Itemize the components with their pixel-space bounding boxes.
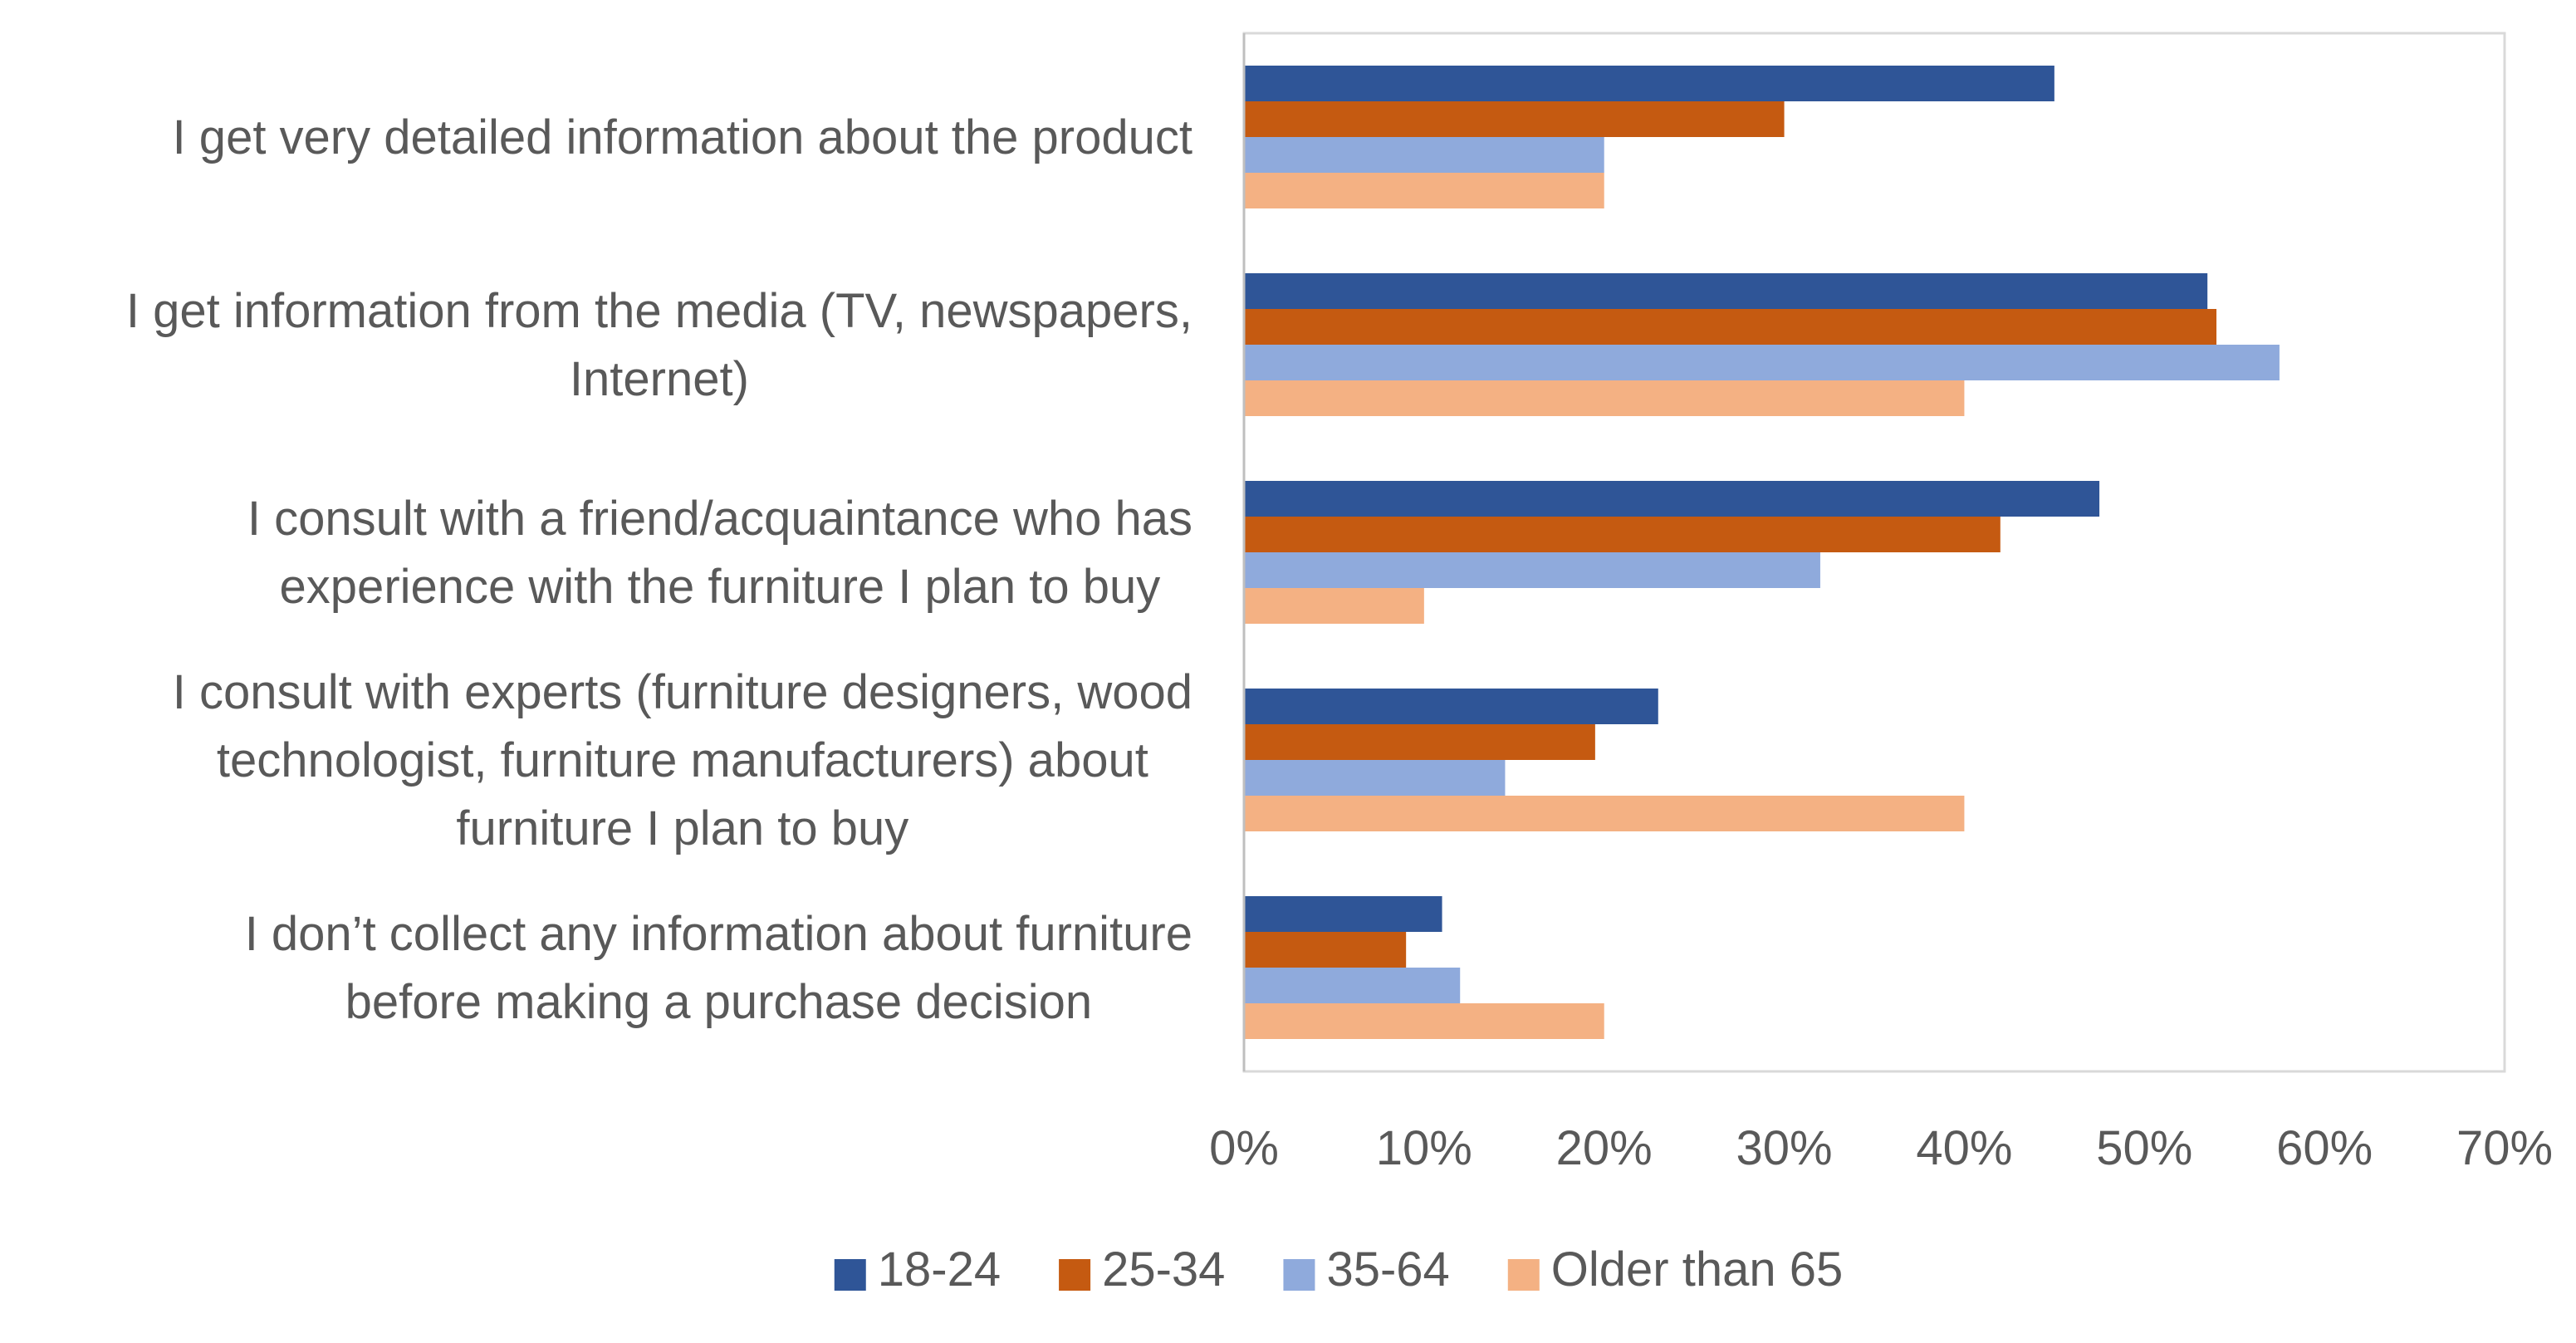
- bar-older-than-65-cat-1: [1244, 173, 1604, 208]
- legend-swatch: [1059, 1259, 1091, 1291]
- category-label-line: I get very detailed information about th…: [173, 110, 1193, 164]
- bar-18-24-cat-3: [1244, 481, 2100, 517]
- legend: 18-24 25-34 35-64 Older than 65: [834, 1243, 1843, 1296]
- bar-25-34-cat-5: [1244, 932, 1407, 968]
- bar-25-34-cat-4: [1244, 724, 1595, 760]
- legend-label: 25-34: [1102, 1243, 1225, 1296]
- bar-18-24-cat-4: [1244, 689, 1658, 724]
- legend-label: 18-24: [878, 1243, 1001, 1296]
- x-tick-label: 60%: [2276, 1121, 2373, 1175]
- bar-35-64-cat-3: [1244, 552, 1820, 588]
- bar-18-24-cat-1: [1244, 66, 2054, 101]
- legend-swatch: [1507, 1259, 1540, 1291]
- bar-18-24-cat-2: [1244, 273, 2208, 309]
- x-tick-label: 40%: [1916, 1121, 2012, 1175]
- x-tick-label: 10%: [1376, 1121, 1472, 1175]
- category-label-line: I consult with experts (furniture design…: [173, 665, 1193, 719]
- bar-older-than-65-cat-3: [1244, 588, 1424, 624]
- x-tick-label: 50%: [2096, 1121, 2192, 1175]
- category-label-4: I consult with experts (furniture design…: [173, 665, 1193, 855]
- bars: [1244, 66, 2280, 1039]
- category-label-line: I consult with a friend/acquaintance who…: [247, 492, 1193, 546]
- bar-18-24-cat-5: [1244, 896, 1442, 932]
- legend-swatch: [834, 1259, 866, 1291]
- bar-older-than-65-cat-4: [1244, 796, 1965, 831]
- category-label-line: Internet): [570, 352, 749, 406]
- category-label-line: experience with the furniture I plan to …: [280, 560, 1161, 614]
- category-label-line: I don’t collect any information about fu…: [245, 907, 1193, 961]
- bar-35-64-cat-4: [1244, 760, 1506, 796]
- x-tick-label: 0%: [1209, 1121, 1279, 1175]
- bar-older-than-65-cat-2: [1244, 380, 1965, 416]
- category-label-5: I don’t collect any information about fu…: [245, 907, 1193, 1029]
- category-label-line: technologist, furniture manufacturers) a…: [217, 733, 1148, 787]
- legend-item-25-34: 25-34: [1059, 1243, 1225, 1296]
- legend-item-18-24: 18-24: [834, 1243, 1001, 1296]
- bar-35-64-cat-2: [1244, 345, 2280, 380]
- category-label-2: I get information from the media (TV, ne…: [126, 284, 1193, 406]
- category-label-line: I get information from the media (TV, ne…: [126, 284, 1193, 338]
- category-label-line: before making a purchase decision: [345, 975, 1093, 1029]
- bar-older-than-65-cat-5: [1244, 1003, 1604, 1039]
- category-label-line: furniture I plan to buy: [456, 801, 908, 855]
- x-tick-label: 30%: [1736, 1121, 1833, 1175]
- category-label-3: I consult with a friend/acquaintance who…: [247, 492, 1193, 614]
- bar-25-34-cat-2: [1244, 309, 2217, 345]
- category-labels: I get very detailed information about th…: [126, 110, 1193, 1029]
- legend-label: 35-64: [1326, 1243, 1449, 1296]
- bar-35-64-cat-1: [1244, 137, 1604, 173]
- legend-label: Older than 65: [1551, 1243, 1843, 1296]
- bar-35-64-cat-5: [1244, 968, 1461, 1003]
- legend-item-35-64: 35-64: [1283, 1243, 1450, 1296]
- x-tick-label: 70%: [2456, 1121, 2553, 1175]
- bar-25-34-cat-1: [1244, 101, 1785, 137]
- category-label-1: I get very detailed information about th…: [173, 110, 1193, 164]
- x-tick-label: 20%: [1556, 1121, 1653, 1175]
- bar-25-34-cat-3: [1244, 517, 2001, 552]
- legend-swatch: [1283, 1259, 1315, 1291]
- legend-item-older-than-65: Older than 65: [1507, 1243, 1843, 1296]
- x-axis-ticks: 0% 10% 20% 30% 40% 50% 60% 70%: [1209, 1121, 2553, 1175]
